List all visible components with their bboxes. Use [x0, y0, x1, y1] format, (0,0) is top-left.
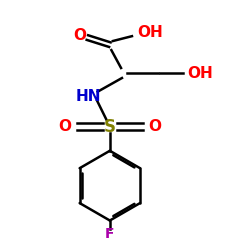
Text: F: F	[105, 227, 115, 241]
Text: HN: HN	[76, 89, 101, 104]
Text: O: O	[58, 119, 71, 134]
Text: O: O	[73, 28, 86, 43]
Text: O: O	[148, 119, 161, 134]
Text: S: S	[104, 118, 116, 136]
Text: OH: OH	[187, 66, 213, 81]
Text: OH: OH	[137, 25, 163, 40]
